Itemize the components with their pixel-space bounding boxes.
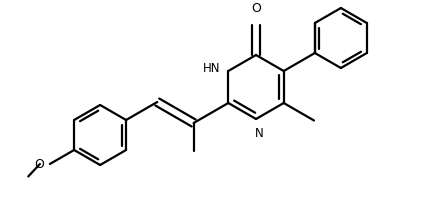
Text: O: O bbox=[251, 2, 261, 15]
Text: HN: HN bbox=[203, 63, 220, 75]
Text: O: O bbox=[34, 158, 44, 170]
Text: N: N bbox=[255, 127, 263, 140]
